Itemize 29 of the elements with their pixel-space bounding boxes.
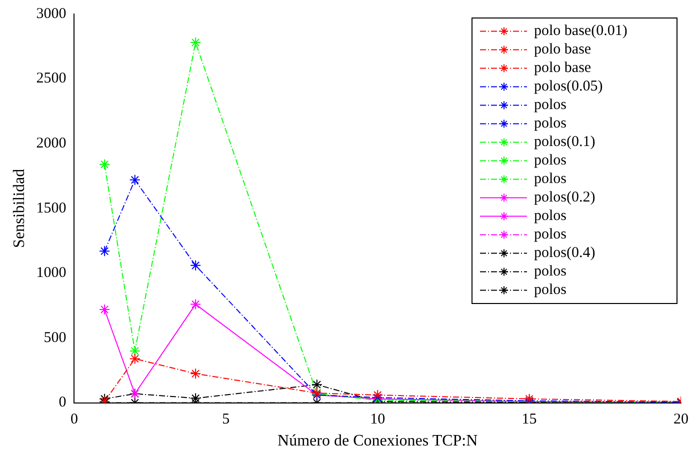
y-tick-label: 1500	[36, 200, 66, 216]
x-tick-label: 20	[674, 412, 688, 428]
legend-label: polo base(0.01)	[534, 23, 628, 40]
legend-label: polos(0.2)	[534, 190, 596, 206]
x-axis-title: Número de Conexiones TCP:N	[278, 432, 478, 450]
y-tick-label: 0	[58, 394, 66, 411]
y-tick-label: 3000	[36, 6, 66, 22]
y-axis-title: Sensibilidad	[10, 168, 28, 248]
y-tick-label: 2500	[36, 70, 66, 87]
x-tick-label: 5	[222, 412, 230, 428]
x-tick-label: 15	[522, 412, 537, 428]
y-tick-label: 500	[44, 330, 66, 346]
y-tick-label: 2000	[36, 136, 66, 152]
legend-label: polos	[534, 208, 567, 224]
legend-label: polos	[534, 264, 567, 280]
legend-label: polos	[534, 171, 567, 188]
legend-label: polos(0.4)	[534, 245, 596, 262]
legend-label: polo base	[534, 42, 592, 58]
x-tick-label: 0	[70, 412, 78, 428]
legend-label: polos	[534, 282, 567, 298]
legend-label: polos(0.05)	[534, 78, 603, 95]
legend-label: polos	[534, 152, 567, 169]
y-tick-label: 1000	[36, 265, 66, 282]
legend-label: polos	[534, 116, 567, 132]
legend-label: polo base	[534, 60, 592, 76]
legend-label: polos	[534, 226, 567, 243]
legend-label: polos	[534, 97, 567, 114]
x-tick-label: 10	[370, 412, 386, 428]
legend-label: polos(0.1)	[534, 134, 596, 150]
